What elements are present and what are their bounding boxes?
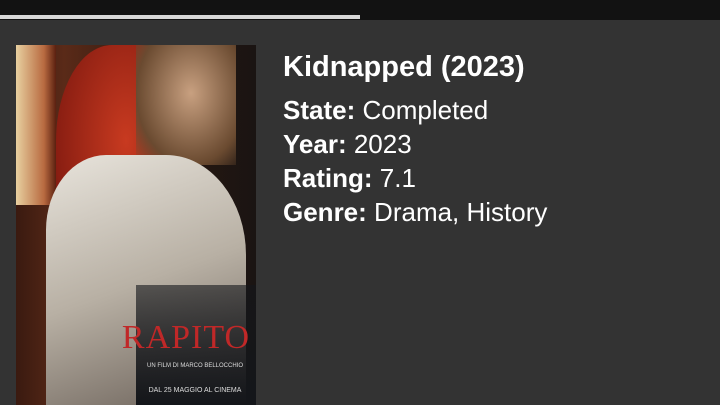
state-label: State: [283, 95, 356, 125]
year-label: Year: [283, 129, 347, 159]
movie-info: Kidnapped (2023) State: Completed Year: … [283, 50, 547, 229]
poster-title: RAPITO [121, 319, 251, 356]
rating-row: Rating: 7.1 [283, 161, 547, 195]
year-row: Year: 2023 [283, 127, 547, 161]
poster-boy-figure [136, 45, 236, 165]
genre-value: Drama, History [374, 197, 548, 227]
genre-row: Genre: Drama, History [283, 195, 547, 229]
movie-poster[interactable]: RAPITO UN FILM DI MARCO BELLOCCHIO DAL 2… [16, 45, 256, 405]
movie-title: Kidnapped (2023) [283, 51, 525, 83]
progress-bar [0, 15, 720, 19]
rating-value: 7.1 [379, 163, 416, 193]
year-value: 2023 [353, 129, 412, 159]
progress-fill [0, 15, 360, 19]
poster-tagline: UN FILM DI MARCO BELLOCCHIO [146, 363, 243, 369]
poster-window-light [16, 45, 56, 205]
state-row: State: Completed [283, 93, 547, 127]
genre-label: Genre: [283, 197, 367, 227]
poster-dark-area [136, 285, 256, 405]
poster-release: DAL 25 MAGGIO AL CINEMA [148, 387, 242, 394]
state-value: Completed [362, 95, 489, 125]
rating-label: Rating: [283, 163, 373, 193]
